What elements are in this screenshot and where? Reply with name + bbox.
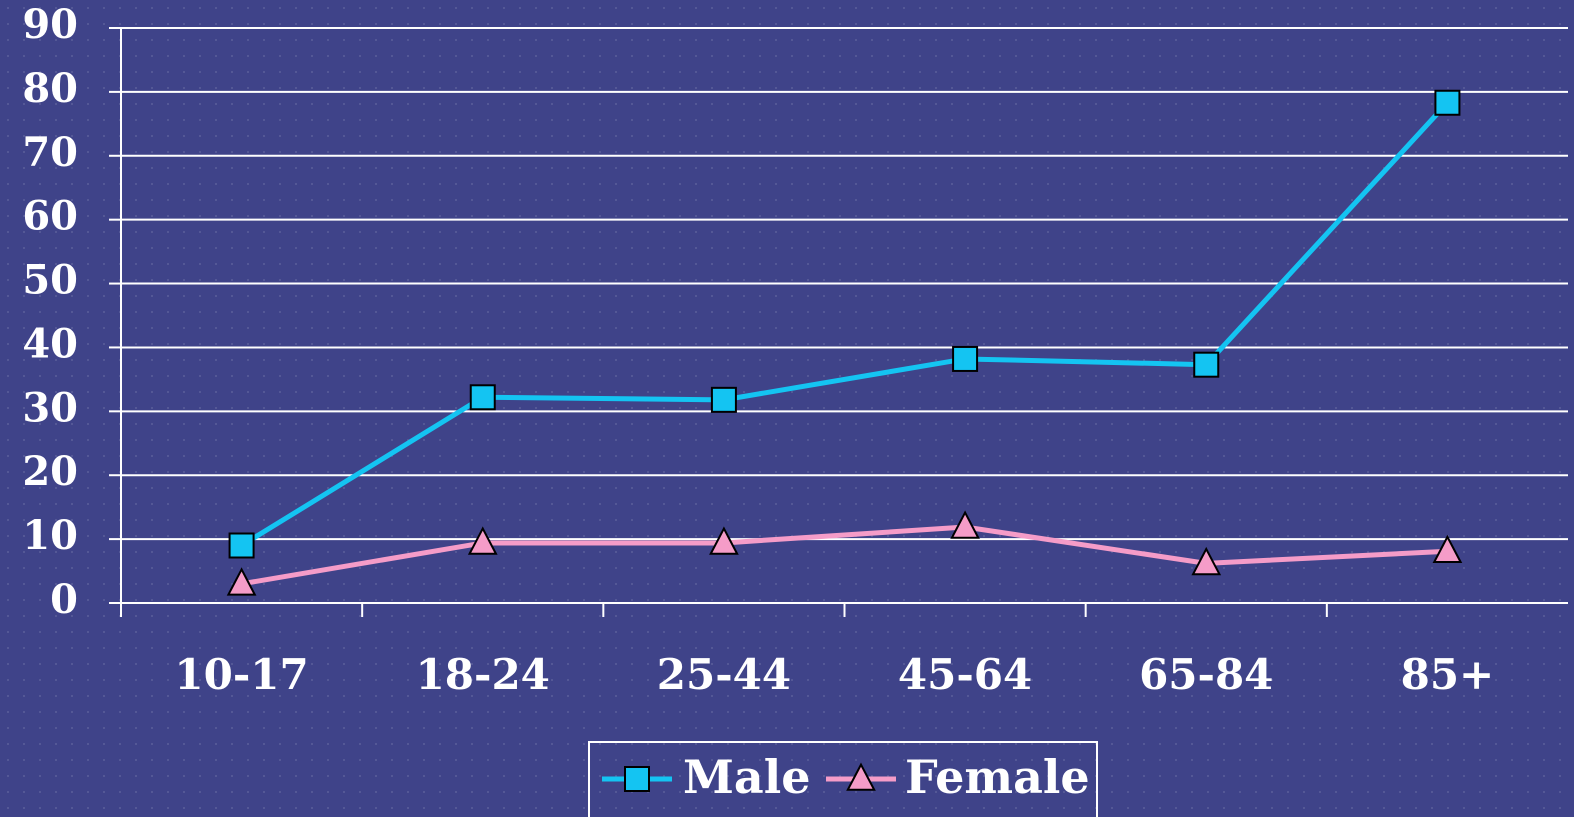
y-tick-label: 60 bbox=[22, 193, 78, 240]
x-tick-label: 25-44 bbox=[657, 650, 791, 699]
marker bbox=[950, 510, 980, 539]
legend: Male Female bbox=[588, 741, 1098, 817]
y-tick-label: 0 bbox=[50, 576, 78, 623]
legend-box bbox=[588, 741, 1098, 817]
marker bbox=[469, 384, 496, 411]
x-tick-label: 10-17 bbox=[174, 650, 308, 699]
x-tick-label: 65-84 bbox=[1139, 650, 1273, 699]
legend-label: Female bbox=[905, 750, 1090, 804]
marker bbox=[1434, 89, 1461, 116]
x-tick-label: 85+ bbox=[1401, 650, 1495, 699]
series-line bbox=[241, 524, 1448, 587]
series-line bbox=[240, 101, 1450, 548]
y-tick-label: 50 bbox=[22, 257, 78, 304]
y-tick-label: 20 bbox=[22, 448, 78, 495]
legend-label: Male bbox=[683, 750, 810, 804]
marker bbox=[226, 567, 257, 596]
marker bbox=[1193, 351, 1220, 378]
y-tick-label: 70 bbox=[22, 129, 78, 176]
x-tick-label: 45-64 bbox=[898, 650, 1032, 699]
y-tick-label: 10 bbox=[22, 512, 78, 559]
marker bbox=[624, 766, 650, 792]
marker bbox=[709, 526, 739, 555]
marker bbox=[1432, 534, 1463, 564]
marker bbox=[467, 526, 498, 555]
marker bbox=[710, 386, 737, 413]
y-tick-label: 90 bbox=[22, 1, 78, 48]
marker bbox=[228, 532, 255, 559]
y-tick-label: 30 bbox=[22, 384, 78, 431]
x-tick-label: 18-24 bbox=[416, 650, 550, 699]
y-tick-label: 80 bbox=[22, 65, 78, 112]
marker bbox=[952, 345, 979, 372]
marker bbox=[846, 762, 876, 791]
marker bbox=[1191, 546, 1222, 576]
y-tick-label: 40 bbox=[22, 320, 78, 367]
